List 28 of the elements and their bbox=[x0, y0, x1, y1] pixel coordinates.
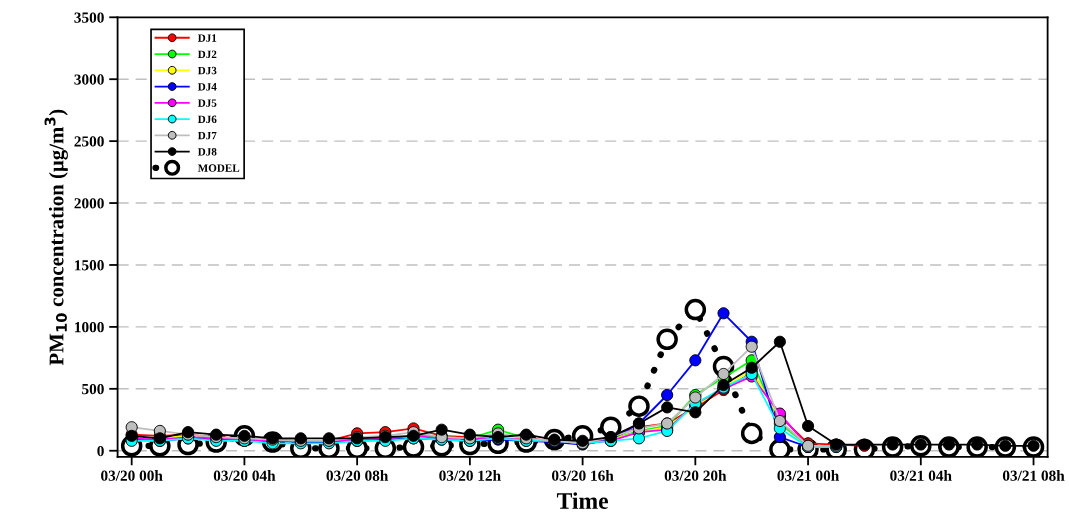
x-tick-label: 03/21 08h bbox=[1002, 470, 1065, 481]
x-tick-label: 03/20 12h bbox=[439, 470, 501, 481]
x-tick-label: 03/20 08h bbox=[326, 470, 389, 481]
x-axis-title: Time bbox=[556, 492, 609, 509]
legend-label: DJ3 bbox=[197, 66, 217, 75]
y-tick-label: 1000 bbox=[75, 322, 104, 333]
legend-label: DJ5 bbox=[197, 99, 217, 107]
x-tick-label: 03/20 04h bbox=[213, 470, 276, 481]
y-tick-label: 500 bbox=[82, 383, 104, 395]
y-tick-label: 2500 bbox=[74, 136, 104, 147]
x-tick-label: 03/20 00h bbox=[101, 470, 163, 481]
y-tick-label: 1500 bbox=[75, 260, 104, 271]
legend-label: DJ2 bbox=[197, 50, 217, 59]
x-tick-label: 03/20 16h bbox=[551, 470, 614, 481]
y-tick-label: 0 bbox=[97, 445, 104, 457]
x-tick-label: 03/21 04h bbox=[890, 470, 952, 481]
x-tick-label: 03/20 20h bbox=[664, 470, 727, 481]
x-tick-label: 03/21 00h bbox=[777, 470, 840, 481]
legend-label: MODEL bbox=[197, 164, 240, 172]
legend-label: DJ4 bbox=[197, 83, 217, 91]
legend-label: DJ7 bbox=[197, 131, 217, 140]
y-tick-label: 3000 bbox=[74, 74, 104, 85]
legend-label: DJ8 bbox=[197, 148, 217, 156]
y-axis-title: PM$_{10}$ concentration (μg/m$^{3}$) bbox=[44, 109, 68, 366]
y-tick-label: 3500 bbox=[74, 12, 104, 23]
y-tick-label: 2000 bbox=[74, 198, 104, 209]
legend-label: DJ1 bbox=[197, 34, 217, 42]
legend-label: DJ6 bbox=[197, 115, 217, 124]
